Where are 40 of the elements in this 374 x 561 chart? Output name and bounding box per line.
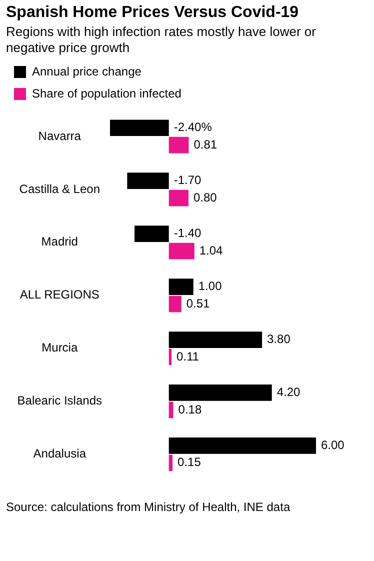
data-label: -2.40% [174,120,212,134]
data-label: 3.80 [267,332,291,346]
data-label: 0.51 [186,296,210,310]
y-tick-label: Murcia [42,340,78,355]
source-note: Source: calculations from Ministry of Health, INE data [6,500,292,515]
y-tick-label: Andalusia [33,446,86,461]
data-label: 6.00 [321,438,345,452]
bar [168,296,182,312]
data-label: 0.18 [178,402,202,416]
y-tick-label: Castilla & Leon [19,182,100,196]
bar [134,226,169,242]
bar [168,348,172,366]
y-tick-label: Navarra [38,128,82,143]
bar [168,384,272,401]
bar [168,402,174,418]
data-label: 0.80 [193,190,218,204]
bar [168,136,189,154]
data-label: 4.20 [276,385,301,400]
bar [168,278,194,295]
bar [168,190,188,206]
data-label: -1.40 [174,226,202,240]
chart-subtitle: Regions with high infection rates mostly have lower or negative price growth [6,24,317,56]
y-tick-label: ALL REGIONS [20,288,100,302]
legend-label: Share of population infected [32,86,182,100]
bar [168,438,316,454]
bar [127,172,169,190]
y-tick-label: Madrid [41,234,78,249]
data-label: -1.70 [174,173,202,188]
bar [110,120,169,136]
bar [168,454,173,472]
chart-title: Spanish Home Prices Versus Covid-19 [6,4,300,22]
data-label: 1.00 [198,279,222,294]
data-label: 0.81 [194,137,218,152]
data-label: 0.15 [178,455,202,470]
data-label: 1.04 [199,243,224,258]
data-label: 0.11 [176,349,200,364]
bar [168,242,194,260]
y-tick-label: Balearic Islands [17,394,102,408]
legend-label: Annual price change [32,64,142,78]
bar [168,332,262,348]
